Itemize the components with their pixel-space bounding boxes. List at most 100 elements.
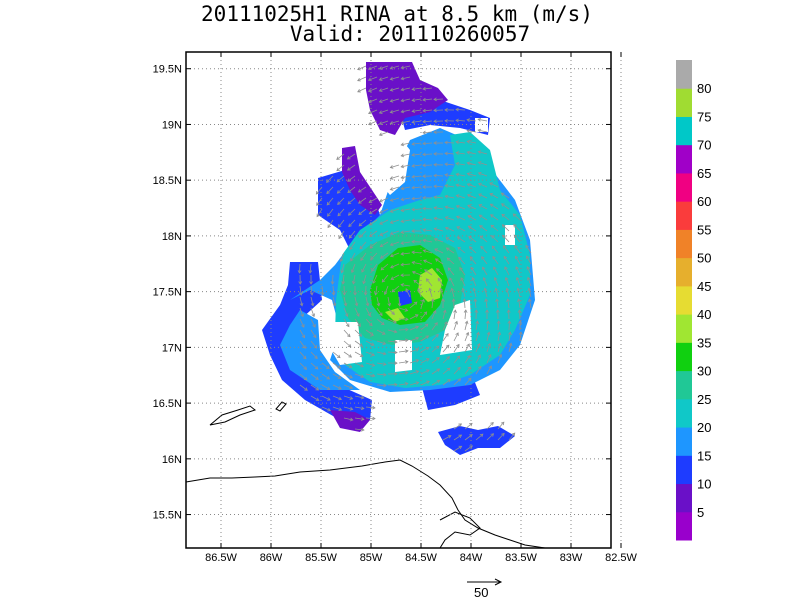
wind-vector (336, 175, 345, 183)
wind-vector (474, 299, 477, 309)
wind-vector-head (446, 257, 451, 262)
wind-vector (449, 277, 455, 287)
wind-vector (413, 280, 422, 287)
wind-vector-head (426, 380, 430, 384)
wind-vector (412, 271, 422, 276)
wind-vector-head (455, 140, 459, 145)
wind-vector-head (436, 368, 441, 372)
wind-vector (423, 239, 433, 243)
wind-vector (361, 263, 367, 273)
wind-vector (467, 140, 477, 144)
wind-vector-head (347, 178, 351, 182)
wind-vector-head (444, 184, 449, 188)
colorbar-segment (676, 427, 692, 456)
wind-vector (357, 87, 367, 93)
wind-vector (365, 373, 375, 377)
wind-vector-head (337, 365, 342, 369)
wind-vector-head (336, 167, 341, 172)
wind-vector-head (479, 433, 484, 438)
wind-vector (433, 98, 444, 100)
wind-vector-head (389, 198, 394, 202)
wind-vector (321, 285, 324, 295)
wind-vector-head (477, 117, 482, 122)
wind-vector-head (455, 118, 459, 123)
wind-vector-head (370, 342, 375, 346)
wind-vector-head (382, 362, 387, 366)
wind-vector-head (455, 172, 460, 177)
wind-vector-head (400, 283, 405, 287)
wind-vector-head (478, 193, 482, 197)
wind-vector (409, 337, 419, 342)
wind-vector (398, 361, 408, 364)
wind-vector-head (445, 247, 450, 251)
lon-tick-label: 85.5W (305, 552, 337, 564)
wind-vector-head (455, 161, 460, 166)
wind-vector-head (314, 355, 318, 360)
wind-vector (365, 362, 375, 367)
wind-vector (417, 288, 422, 298)
wind-vector-head (413, 301, 418, 306)
wind-vector-head (382, 351, 387, 356)
wind-vector-head (415, 370, 420, 374)
wind-vector (434, 217, 444, 221)
wind-vector-head (434, 248, 438, 252)
wind-vector (503, 245, 510, 254)
wind-vector (379, 98, 389, 103)
wind-vector-head (357, 66, 361, 71)
wind-vector-head (436, 357, 440, 361)
wind-vector (475, 332, 480, 342)
wind-vector (478, 161, 488, 166)
wind-vector (464, 355, 471, 364)
wind-vector-head (511, 432, 516, 437)
wind-vector-head (400, 98, 405, 103)
lat-tick-label: 16.5N (153, 398, 182, 410)
wind-vector-head (484, 298, 489, 302)
wind-vector (348, 208, 356, 216)
wind-vector-head (456, 226, 461, 230)
wind-vector-head (400, 273, 404, 278)
wind-vector (423, 249, 433, 254)
wind-vector (486, 422, 494, 430)
wind-vector (326, 197, 334, 206)
wind-vector (446, 247, 455, 254)
lon-tick-label: 83.5W (505, 552, 537, 564)
wind-vector-head (424, 323, 429, 328)
wind-vector-head (425, 335, 430, 339)
wind-vector-head (456, 355, 461, 360)
wind-vector-head (485, 320, 490, 324)
wind-vector-head (515, 266, 519, 270)
wind-vector-head (400, 208, 405, 213)
wind-vector (495, 288, 499, 298)
wind-vector-head (313, 334, 317, 339)
wind-vector-head (367, 312, 371, 317)
wind-vector-head (349, 385, 354, 390)
wind-vector-head (358, 222, 363, 227)
wind-vector-head (422, 97, 426, 102)
wind-vector-head (413, 279, 418, 284)
wind-vector-head (514, 245, 518, 249)
wind-vector (380, 252, 389, 259)
wind-vector-head (301, 324, 305, 328)
lat-tick-label: 16N (162, 454, 182, 466)
wind-vector-head (422, 141, 426, 146)
coastline (185, 401, 546, 549)
wind-vector-head (400, 186, 405, 191)
wind-vector-head (411, 163, 415, 168)
wind-vector (502, 235, 510, 243)
wind-vector-head (498, 353, 503, 358)
wind-vector-head (303, 366, 308, 370)
wind-vector (442, 379, 451, 386)
wind-vector (372, 274, 378, 284)
wind-vector (473, 288, 477, 298)
wind-vector-head (394, 339, 398, 344)
wind-vector-head (337, 375, 342, 379)
wind-vector (484, 288, 488, 298)
wind-vector-head (422, 228, 427, 232)
graticule (186, 52, 622, 548)
wind-vector-head (357, 77, 361, 82)
wind-vector (390, 76, 400, 80)
wind-vector (478, 183, 488, 188)
wind-vector (445, 206, 455, 210)
wind-vector-head (369, 244, 374, 249)
wind-vector (435, 258, 444, 265)
